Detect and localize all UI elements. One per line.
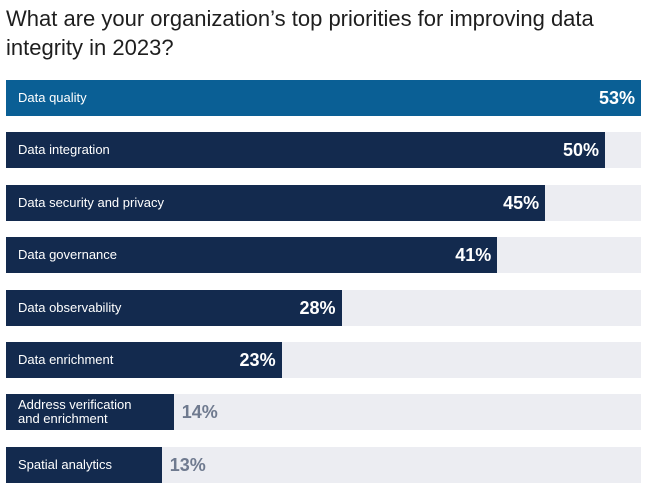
bar-row: Address verification and enrichment 14% xyxy=(6,394,641,430)
bar xyxy=(6,237,498,273)
bar-row: Data governance 41% xyxy=(6,237,641,273)
bar xyxy=(6,394,174,430)
bar-row: Data security and privacy 45% xyxy=(6,185,641,221)
value-label: 28% xyxy=(299,297,336,318)
bar-label: Data observability xyxy=(18,300,122,315)
bar-label: Spatial analytics xyxy=(18,457,112,472)
bar-row: Data quality 53% xyxy=(6,80,641,116)
value-label: 13% xyxy=(169,454,206,475)
value-label: 23% xyxy=(239,349,276,370)
bar-row: Spatial analytics 13% xyxy=(6,447,641,483)
value-label: 14% xyxy=(181,401,218,422)
bar-row: Data enrichment 23% xyxy=(6,342,641,378)
bar xyxy=(6,185,546,221)
bar xyxy=(6,80,641,116)
bar-label: Data enrichment xyxy=(18,352,114,367)
bar-label: Data integration xyxy=(18,142,110,157)
value-label: 41% xyxy=(455,244,492,265)
bar xyxy=(6,447,162,483)
bar-row: Data observability 28% xyxy=(6,290,641,326)
value-label: 50% xyxy=(563,139,600,160)
bar-row: Data integration 50% xyxy=(6,132,641,168)
bar-label: Data quality xyxy=(18,90,87,105)
bar-label: Data security and privacy xyxy=(18,195,164,210)
bar-label: Address verification and enrichment xyxy=(18,397,132,426)
bar xyxy=(6,132,606,168)
chart-title: What are your organization’s top priorit… xyxy=(6,6,594,60)
bar xyxy=(6,290,342,326)
bar-label: Data governance xyxy=(18,247,118,262)
bar xyxy=(6,342,282,378)
value-label: 45% xyxy=(503,192,540,213)
value-label: 53% xyxy=(598,87,635,108)
